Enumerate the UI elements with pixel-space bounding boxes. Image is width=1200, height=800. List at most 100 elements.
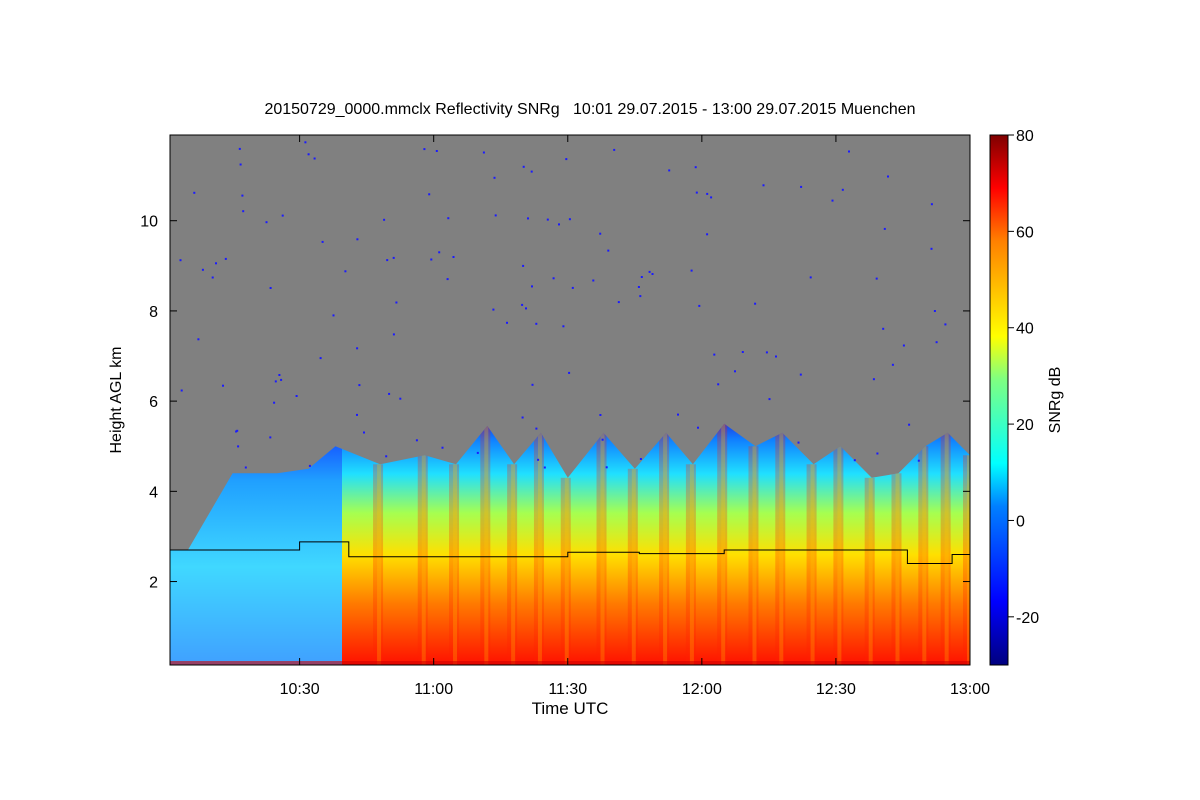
noise-speck (571, 286, 574, 289)
noise-speck (415, 439, 418, 442)
noise-speck (568, 218, 571, 221)
noise-speck (438, 251, 441, 254)
noise-speck (535, 427, 538, 430)
echo-streak (663, 432, 668, 665)
echo-streak (748, 446, 759, 665)
y-axis-label: Height AGL km (108, 346, 125, 453)
echo-streak (837, 446, 842, 665)
noise-speck (531, 383, 534, 386)
colorbar-tick-label: 40 (1016, 321, 1034, 338)
noise-speck (876, 452, 879, 455)
noise-speck (441, 446, 444, 449)
noise-speck (568, 371, 571, 374)
noise-speck (531, 285, 533, 288)
colorbar-tick-label: 0 (1016, 513, 1025, 530)
y-tick-label: 4 (149, 484, 158, 501)
noise-speck (321, 240, 324, 243)
echo-streak (511, 464, 516, 665)
noise-speck (197, 338, 200, 341)
noise-speck (395, 301, 398, 304)
noise-speck (697, 426, 699, 429)
noise-speck (274, 380, 277, 383)
echo-streak (868, 477, 873, 665)
echo-streak (421, 455, 426, 665)
noise-speck (601, 438, 604, 441)
echo-streak (717, 423, 728, 665)
echo-streak (779, 432, 784, 665)
noise-speck (527, 217, 529, 220)
noise-speck (446, 278, 449, 281)
noise-speck (201, 268, 204, 271)
noise-speck (452, 256, 455, 258)
noise-speck (639, 295, 642, 298)
noise-speck (592, 279, 595, 282)
echo-streak (895, 473, 900, 665)
y-tick-label: 8 (149, 304, 158, 321)
echo-streak (940, 432, 951, 665)
noise-speck (265, 221, 268, 224)
noise-speck (522, 165, 525, 168)
noise-speck (356, 347, 359, 350)
noise-speck (242, 210, 245, 213)
noise-speck (765, 351, 768, 354)
noise-speck (694, 166, 697, 169)
echo-streak (537, 432, 542, 665)
colorbar-tick-label: 80 (1016, 128, 1034, 145)
echo-streak (689, 464, 694, 665)
noise-speck (799, 373, 802, 376)
noise-speck (494, 214, 497, 217)
noise-speck (537, 458, 540, 461)
echo-streak (685, 464, 696, 665)
echo-streak (918, 446, 929, 665)
echo-streak (627, 468, 638, 665)
y-tick-label: 2 (149, 575, 158, 592)
echo-streak (533, 432, 544, 665)
noise-speck (521, 416, 524, 419)
echo-streak (944, 432, 949, 665)
noise-speck (917, 459, 920, 462)
noise-speck (269, 287, 272, 289)
noise-speck (677, 413, 679, 416)
cloud-base-line (170, 541, 970, 564)
noise-speck (617, 301, 620, 304)
noise-speck (492, 308, 495, 311)
noise-speck (278, 374, 281, 376)
noise-speck (872, 378, 875, 381)
noise-speck (435, 150, 438, 152)
colorbar-tick-label: 20 (1016, 417, 1034, 434)
echo-ground-band (170, 661, 970, 665)
noise-speck (363, 431, 365, 434)
noise-speck (754, 302, 757, 305)
plot-area (169, 134, 971, 666)
noise-speck (238, 147, 241, 150)
noise-speck (295, 395, 298, 397)
noise-speck (706, 233, 709, 236)
echo-streak (596, 432, 607, 665)
noise-speck (797, 441, 800, 444)
noise-speck (392, 333, 395, 336)
colorbar-ticks: -20 0 20 40 60 80 (1008, 128, 1039, 627)
noise-speck (768, 398, 771, 401)
noise-speck (241, 194, 244, 197)
echo-streak (721, 423, 726, 665)
echo-streak (449, 464, 460, 665)
echo-streak (564, 477, 569, 665)
noise-speck (648, 270, 651, 273)
noise-speck (944, 323, 947, 326)
noise-speck (565, 158, 568, 161)
echo-streak (810, 464, 815, 665)
noise-speck (521, 303, 524, 306)
x-tick-label: 12:30 (816, 681, 856, 698)
noise-speck (211, 276, 214, 279)
noise-speck (430, 258, 433, 261)
noise-speck (543, 466, 546, 469)
echo-streak (417, 455, 428, 665)
noise-speck (307, 153, 310, 156)
noise-speck (244, 466, 247, 469)
noise-speck (236, 429, 239, 432)
noise-speck (269, 436, 272, 439)
noise-speck (222, 384, 224, 387)
x-tick-label: 11:00 (414, 681, 453, 698)
noise-speck (775, 355, 777, 358)
